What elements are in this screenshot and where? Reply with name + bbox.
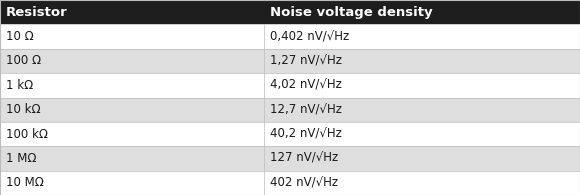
Text: 1,27 nV/√Hz: 1,27 nV/√Hz	[270, 54, 342, 67]
Bar	[0, 0, 580, 24]
Text: Resistor: Resistor	[6, 6, 67, 19]
Bar	[0, 122, 580, 146]
Text: 402 nV/√Hz: 402 nV/√Hz	[270, 176, 338, 189]
Text: 0,402 nV/√Hz: 0,402 nV/√Hz	[270, 30, 349, 43]
Bar	[0, 73, 580, 98]
Text: 10 Ω: 10 Ω	[6, 30, 34, 43]
Text: 4,02 nV/√Hz: 4,02 nV/√Hz	[270, 79, 342, 92]
Bar	[0, 49, 580, 73]
Text: 40,2 nV/√Hz: 40,2 nV/√Hz	[270, 128, 342, 141]
Bar	[0, 171, 580, 195]
Bar	[0, 98, 580, 122]
Text: 10 kΩ: 10 kΩ	[6, 103, 41, 116]
Text: 100 kΩ: 100 kΩ	[6, 128, 48, 141]
Text: 1 MΩ: 1 MΩ	[6, 152, 37, 165]
Text: Noise voltage density: Noise voltage density	[270, 6, 432, 19]
Bar	[0, 24, 580, 49]
Text: 10 MΩ: 10 MΩ	[6, 176, 44, 189]
Text: 12,7 nV/√Hz: 12,7 nV/√Hz	[270, 103, 342, 116]
Text: 127 nV/√Hz: 127 nV/√Hz	[270, 152, 338, 165]
Text: 1 kΩ: 1 kΩ	[6, 79, 33, 92]
Bar	[0, 146, 580, 171]
Text: 100 Ω: 100 Ω	[6, 54, 41, 67]
